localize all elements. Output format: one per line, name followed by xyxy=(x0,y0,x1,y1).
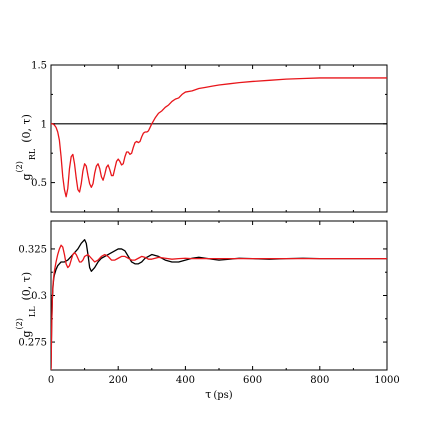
y-axis-label-bottom: g(2)LL(0, τ) xyxy=(15,272,37,338)
x-tick-label: 800 xyxy=(310,375,329,386)
panel-top-rl: 0.5 1 1.5 g(2)RL(0, τ) xyxy=(15,61,388,213)
series-line-bottom-1 xyxy=(51,244,387,370)
y-tick-label-top: 1.5 xyxy=(31,61,47,72)
x-axis-label: τ (ps) xyxy=(205,388,233,401)
y-tick-label-top: 0.5 xyxy=(31,178,47,189)
y-tick-label-bottom: 0.275 xyxy=(18,338,47,349)
x-tick-label: 600 xyxy=(243,375,262,386)
x-tick-label: 1000 xyxy=(374,375,399,386)
x-tick-label: 200 xyxy=(109,375,128,386)
y-tick-label-bottom: 0.325 xyxy=(18,244,47,255)
y-axis-label-top: g(2)RL(0, τ) xyxy=(15,114,37,180)
plot-frame-top xyxy=(50,64,388,213)
y-tick-label-top: 1 xyxy=(41,119,47,130)
x-tick-label: 0 xyxy=(48,375,54,386)
x-tick-label: 400 xyxy=(176,375,195,386)
panel-bottom-ll: 0 200 400 600 800 1000 0.275 0.3 0.325 g(2)LL(0, … xyxy=(15,220,400,401)
y-tick-label-bottom: 0.3 xyxy=(31,291,47,302)
series-line-top-0 xyxy=(51,77,387,198)
plot-frame-bottom xyxy=(50,220,388,371)
